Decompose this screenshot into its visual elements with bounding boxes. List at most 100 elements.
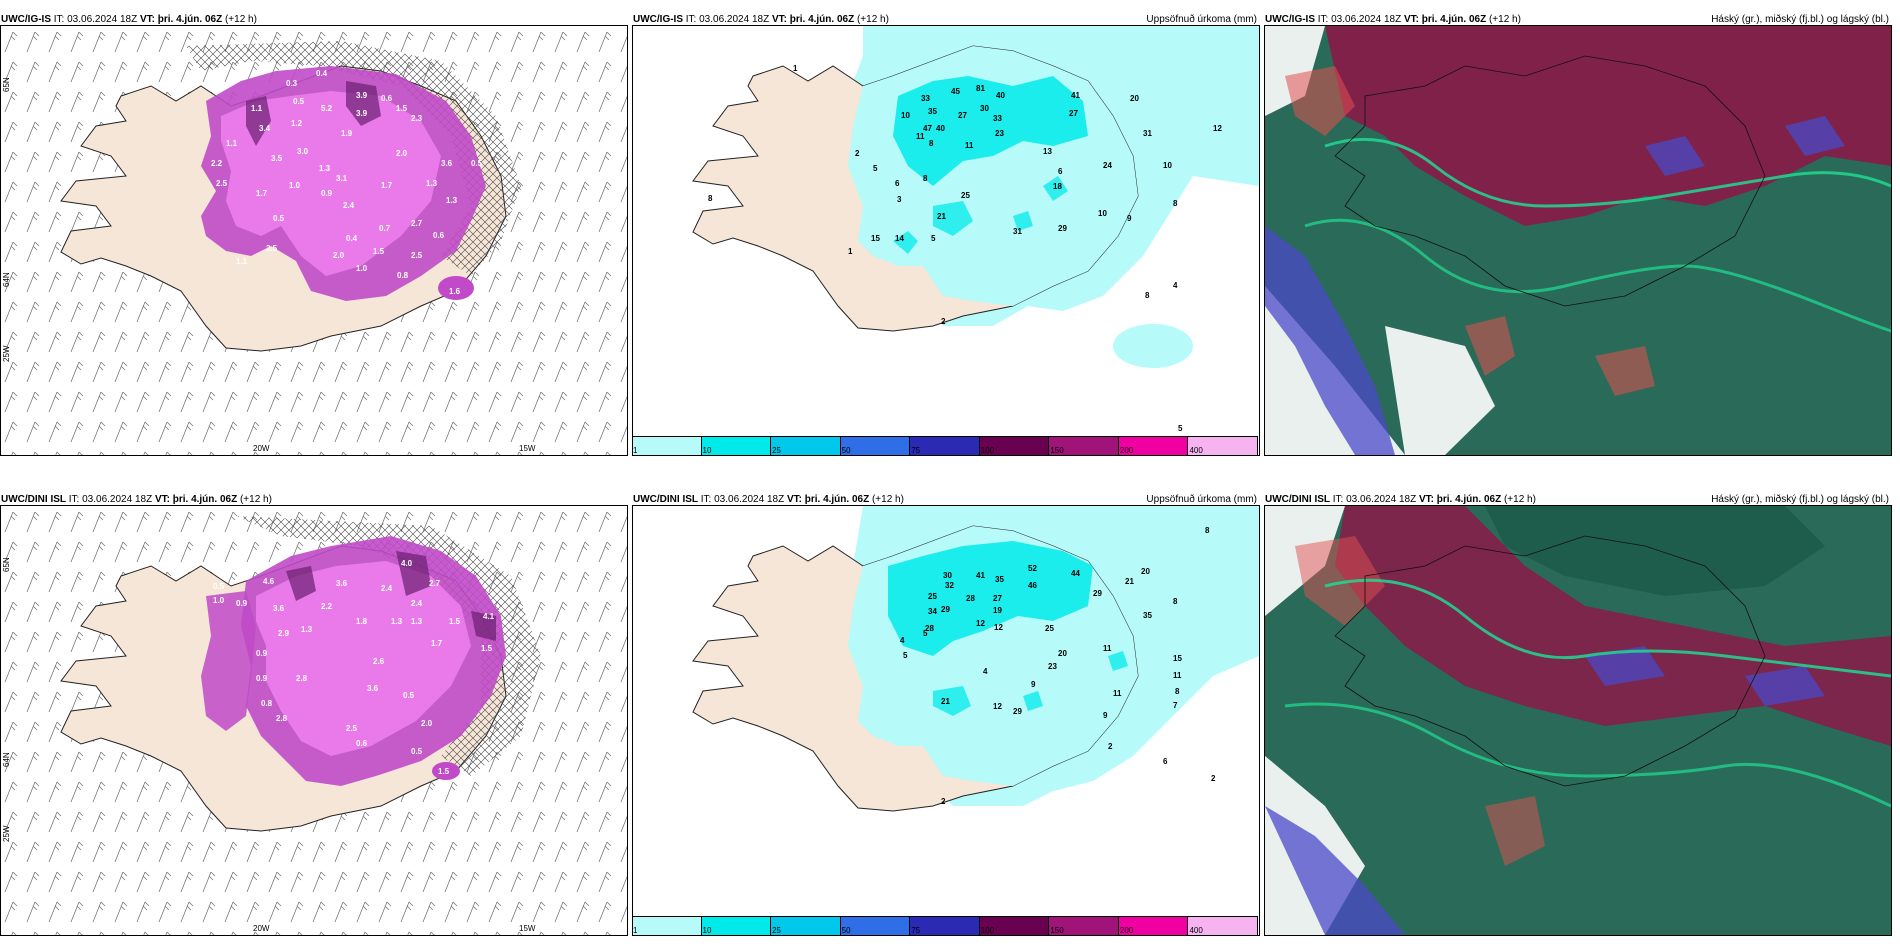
map-frame[interactable]: 1 45 81 33 40 10 35 27 30 33 47 40 23 11… [632,25,1260,456]
panel-header: UWC/DINI ISL IT: 03.06.2024 18Z VT: þri.… [1264,490,1892,510]
precip-label: 3.1 [336,174,348,183]
precip-label: 44 [1071,569,1080,578]
precip-label: 25 [1045,624,1054,633]
precip-label: 1.6 [449,287,461,296]
precip-label: 2.8 [276,714,288,723]
precip-label: 29 [1093,589,1102,598]
map-frame[interactable] [1264,25,1892,456]
precip-label: 1.1 [236,257,248,266]
panel-row2-clouds: UWC/DINI ISL IT: 03.06.2024 18Z VT: þri.… [1264,490,1892,936]
legend-label: 400 [1189,446,1203,455]
precip-label: 0.5 [403,691,415,700]
precip-label: 3.6 [367,684,379,693]
precip-label: 2.6 [373,657,385,666]
legend-label: 200 [1119,446,1134,455]
lead-time: (+12 h) [854,14,889,25]
map-frame[interactable]: 8 30 41 35 52 44 20 32 28 46 29 21 25 27… [632,505,1260,936]
valid-time: VT: þri. 4.jún. 06Z [1403,14,1487,25]
precip-label: 3.6 [336,579,348,588]
legend-label: 50 [841,926,851,935]
map-svg: 8 30 41 35 52 44 20 32 28 46 29 21 25 27… [633,506,1259,915]
precip-label: 0.2 [259,59,271,68]
precip-label: 31 [1143,129,1152,138]
precip-label: 47 [923,124,932,133]
precip-purple-islet [438,276,474,300]
precip-mid-area-2 [893,176,1068,254]
precip-label: 1.7 [381,181,393,190]
precip-label: 1.2 [291,119,303,128]
map-frame[interactable] [1264,505,1892,936]
panel-header: UWC/DINI ISL IT: 03.06.2024 18Z VT: þri.… [0,490,628,510]
lon-label: 15W [519,444,536,453]
precip-label: 0.9 [256,649,268,658]
precip-label: 1.7 [431,639,443,648]
cloud-edge [1324,578,1891,678]
precip-purple-left [201,591,256,731]
lon-label: 25W [2,345,11,362]
precip-label: 28 [925,624,934,633]
precip-label: 5 [1178,424,1183,433]
precip-label: 4.6 [263,577,275,586]
precip-label: 25 [961,191,970,200]
legend-label: 150 [1050,446,1064,455]
precip-label: 2.9 [278,629,290,638]
precip-label: 23 [1048,662,1057,671]
lat-label: 65N [2,77,11,92]
lon-label: 25W [2,825,11,842]
precip-label: 28 [966,594,975,603]
precip-label: 12 [993,702,1002,711]
precip-label: 1 [848,247,853,256]
map-svg: 0.5 1.0 0.9 4.6 3.6 4.0 2.4 2.7 2.4 3.6 … [1,506,627,935]
panel-title: Háský (gr.), miðský (fj.bl.) og lágský (… [1711,14,1889,25]
precip-label: 2 [1211,774,1216,783]
panel-row1-precip: UWC/IG-IS IT: 03.06.2024 18Z VT: þri. 4.… [632,10,1260,456]
precip-legend: 1 10 25 50 75 100 150 200 400 [632,916,1258,936]
precip-label: 1.1 [251,104,263,113]
precip-label: 3.6 [273,604,285,613]
map-svg [1265,26,1891,455]
valid-time: VT: þri. 4.jún. 06Z [139,14,223,25]
precip-label: 11 [965,141,974,150]
panel-title: Háský (gr.), miðský (fj.bl.) og lágský (… [1711,494,1889,505]
precip-label: 0.6 [381,94,393,103]
precip-label: 27 [958,111,967,120]
precip-label: 8 [1175,687,1180,696]
precip-label: 6 [1163,757,1168,766]
precip-label: 1.8 [356,617,368,626]
precip-label: 2 [1108,742,1113,751]
precip-label: 5 [903,651,908,660]
model-name: UWC/IG-IS [1265,14,1315,25]
precip-label: 3 [897,195,902,204]
precip-label: 8 [1173,199,1178,208]
panel-row1-wind-cloud: UWC/IG-IS IT: 03.06.2024 18Z VT: þri. 4.… [0,10,628,456]
precip-label: 40 [996,91,1005,100]
precip-label: 23 [995,129,1004,138]
precip-label: 4.0 [401,559,413,568]
precip-label: 41 [976,571,985,580]
legend-swatch [771,916,841,936]
lead-time: (+12 h) [222,14,257,25]
precip-label: 0.9 [236,599,248,608]
precip-label: 11 [1173,671,1182,680]
precip-label: 0.9 [321,189,333,198]
legend-label: 75 [911,446,921,455]
precip-label: 1.5 [373,247,385,256]
precip-label: 11 [1113,689,1122,698]
precip-label: 8 [708,194,713,203]
precip-label: 11 [1103,644,1112,653]
precip-label: 1.3 [446,196,458,205]
precip-label: 3.5 [271,154,283,163]
legend-swatch [1118,436,1189,456]
precip-label: 0.3 [286,79,298,88]
high-cloud [1485,506,1825,596]
precip-label: 2 [941,797,946,806]
panel-title: Uppsöfnuð úrkoma (mm) [1146,14,1257,25]
precip-label: 2.8 [296,674,308,683]
mixed-cloud [1285,66,1655,396]
precip-label: 2.4 [343,201,355,210]
panel-header: UWC/IG-IS IT: 03.06.2024 18Z VT: þri. 4.… [1264,10,1892,30]
legend-label: 10 [702,926,712,935]
precip-label: 30 [943,571,952,580]
map-frame[interactable]: 0.2 0.3 0.4 0.5 1.1 0.6 1.5 5.2 3.9 3.9 … [0,25,628,456]
map-frame[interactable]: 0.5 1.0 0.9 4.6 3.6 4.0 2.4 2.7 2.4 3.6 … [0,505,628,936]
